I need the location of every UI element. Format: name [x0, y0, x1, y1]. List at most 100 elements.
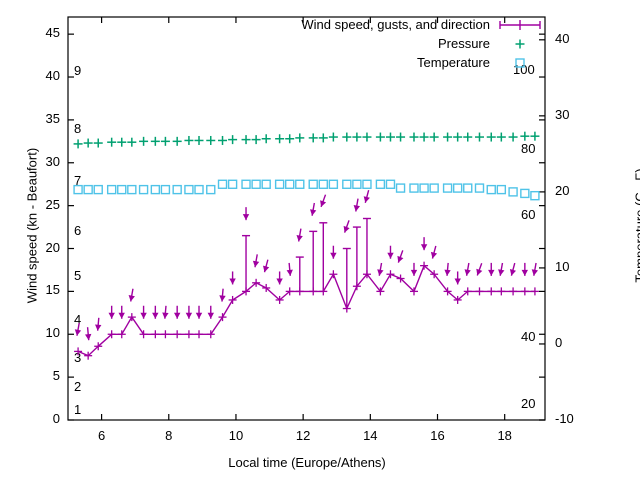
temperature-marker: [117, 184, 127, 195]
fahrenheit-scale-label: 40: [521, 329, 536, 344]
y-tick-label-right: 20: [555, 182, 570, 198]
wind-direction-arrowhead: [74, 329, 82, 336]
temperature-marker: [520, 188, 530, 199]
y-tick-label-right: 0: [555, 334, 563, 350]
wind-direction-arrowhead: [263, 265, 270, 273]
temperature-marker: [194, 184, 204, 195]
legend-label: Wind speed, gusts, and direction: [301, 17, 490, 32]
x-tick-label: 12: [295, 428, 311, 443]
beaufort-scale-label: 1: [74, 402, 82, 417]
wind-direction-arrowhead: [476, 268, 483, 276]
temperature-marker: [474, 183, 485, 193]
legend-label: Pressure: [437, 36, 490, 51]
y-tick-label-left: 10: [45, 325, 60, 341]
wind-direction-arrowhead: [95, 324, 102, 331]
temperature-marker: [150, 184, 161, 195]
wind-direction-arrowhead: [152, 312, 159, 319]
fahrenheit-scale-label: 80: [521, 141, 536, 156]
plot-border: [67, 16, 546, 421]
wind-direction-arrowhead: [162, 312, 169, 319]
wind-direction-arrowhead: [488, 269, 495, 276]
wind-direction-arrowhead: [464, 269, 471, 276]
y-tick-label-right: 40: [555, 30, 570, 46]
temperature-marker: [83, 184, 93, 195]
x-tick-label: 8: [165, 428, 173, 443]
y-tick-label-right: 30: [555, 106, 570, 122]
temperature-marker: [318, 179, 328, 189]
wind-direction-arrowhead: [531, 269, 538, 276]
temperature-marker: [342, 179, 352, 189]
temperature-marker: [308, 179, 318, 189]
beaufort-scale-label: 9: [74, 63, 82, 78]
fahrenheit-scale-label: 20: [521, 396, 536, 411]
y-tick-label-left: 15: [45, 282, 60, 298]
fahrenheit-scale-label: 100: [513, 62, 535, 77]
y-tick-label-left: 45: [45, 25, 60, 41]
beaufort-scale-label: 7: [74, 173, 82, 188]
wind-direction-arrowhead: [242, 214, 250, 221]
legend-label: Temperature: [417, 55, 490, 70]
y-tick-label-left: 5: [52, 368, 60, 384]
wind-direction-arrowhead: [286, 269, 293, 276]
x-tick-label: 14: [363, 428, 378, 443]
wind-direction-arrowhead: [353, 205, 360, 212]
temperature-marker: [172, 184, 182, 195]
wind-direction-arrowhead: [420, 244, 428, 251]
wind-direction-arrowhead: [276, 278, 283, 285]
wind-direction-arrowhead: [85, 333, 92, 341]
wind-direction-arrowhead: [377, 269, 384, 276]
wind-direction-arrowhead: [140, 312, 147, 319]
y-tick-label-right: 10: [555, 258, 570, 274]
wind-direction-arrowhead: [219, 295, 226, 302]
legend-sample-temperature: [515, 58, 525, 68]
fahrenheit-scale-label: 60: [521, 207, 536, 222]
temperature-marker: [496, 184, 507, 195]
temperature-marker: [429, 183, 439, 193]
wind-direction-arrowhead: [207, 312, 214, 319]
wind-direction-arrowhead: [118, 312, 125, 319]
y-tick-label-left: 20: [45, 239, 60, 255]
temperature-marker: [106, 184, 117, 195]
wind-direction-arrowhead: [195, 312, 203, 319]
beaufort-scale-label: 2: [74, 379, 82, 394]
wind-direction-arrowhead: [363, 196, 370, 203]
temperature-marker: [328, 179, 339, 189]
temperature-marker: [261, 179, 271, 189]
x-tick-label: 6: [97, 428, 106, 443]
temperature-marker: [463, 183, 473, 193]
temperature-marker: [206, 184, 216, 195]
wind-direction-arrowhead: [397, 255, 404, 263]
beaufort-scale-label: 3: [74, 350, 82, 365]
temperature-marker: [251, 179, 261, 189]
y-tick-label-left: 30: [45, 153, 60, 169]
wind-direction-arrowhead: [430, 251, 438, 259]
temperature-marker: [73, 184, 83, 195]
x-tick-label: 16: [430, 428, 445, 443]
x-tick-label: 10: [228, 428, 244, 443]
temperature-marker: [419, 183, 429, 193]
y-tick-label-left: 35: [45, 110, 60, 126]
wind-direction-arrowhead: [174, 312, 181, 319]
temperature-marker: [285, 179, 295, 189]
wind-direction-arrowhead: [128, 295, 135, 302]
beaufort-scale-label: 8: [74, 121, 82, 136]
wind-direction-arrowhead: [509, 269, 516, 276]
wind-direction-arrowhead: [320, 200, 327, 207]
beaufort-scale-label: 5: [74, 268, 82, 283]
temperature-marker: [395, 183, 406, 193]
temperature-marker: [409, 183, 419, 193]
wind-speed-line: [77, 264, 535, 357]
temperature-marker: [241, 179, 251, 189]
wind-direction-arrowhead: [108, 312, 115, 319]
x-tick-label: 18: [497, 428, 512, 443]
wind-direction-arrowhead: [454, 278, 461, 285]
wind-direction-arrowhead: [521, 269, 528, 276]
temperature-marker: [385, 179, 396, 189]
beaufort-scale-label: 6: [74, 223, 82, 238]
temperature-marker: [138, 184, 149, 195]
y-tick-label-left: 25: [45, 196, 60, 212]
wind-direction-arrowhead: [185, 312, 193, 319]
wind-direction-arrowhead: [498, 269, 505, 276]
wind-direction-arrowhead: [387, 252, 394, 259]
